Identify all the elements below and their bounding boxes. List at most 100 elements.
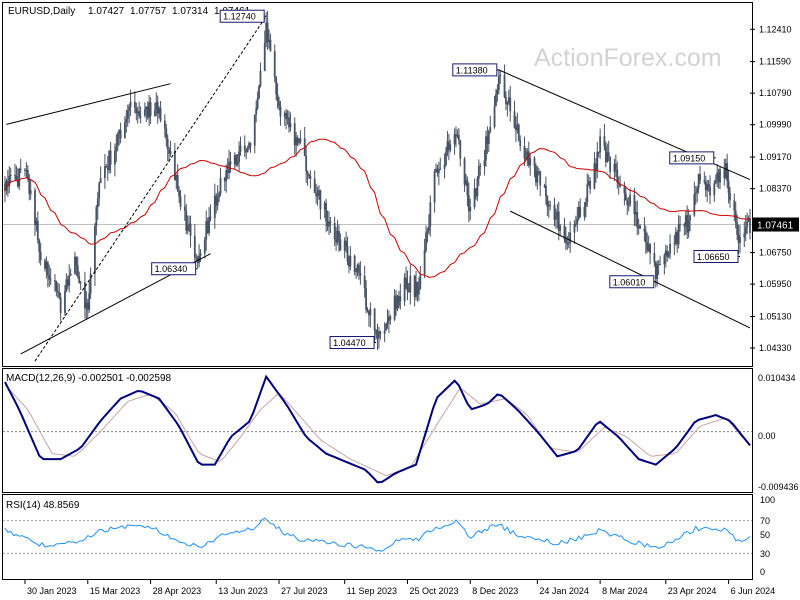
candle-body — [8, 175, 11, 187]
candle-body — [66, 279, 69, 286]
candle-body — [355, 271, 357, 273]
candle-body — [556, 211, 559, 217]
candle-body — [696, 188, 699, 193]
candle-body — [209, 216, 212, 219]
candle-body — [506, 102, 509, 105]
candle-body — [156, 101, 159, 114]
header-high: 1.07757 — [130, 6, 167, 17]
candle-body — [173, 151, 176, 181]
candle-body — [48, 275, 51, 280]
candle-body — [376, 334, 379, 339]
candle-body — [457, 134, 460, 141]
candle-body — [429, 202, 432, 227]
candle-body — [646, 242, 649, 251]
candle-body — [409, 275, 412, 293]
candle-body — [168, 149, 171, 154]
candle-body — [587, 180, 590, 185]
candle-body — [456, 134, 459, 137]
candle-body — [453, 134, 456, 145]
candle-body — [543, 185, 546, 187]
candle-body — [225, 170, 228, 182]
candle-body — [599, 136, 602, 153]
candle-body — [323, 203, 326, 210]
candle-body — [507, 97, 510, 103]
candle-body — [316, 192, 319, 197]
candle-body — [726, 163, 729, 181]
candle-body — [125, 118, 128, 123]
candle-body — [188, 223, 191, 226]
candle-body — [343, 240, 346, 251]
candle-body — [523, 146, 526, 159]
candles — [4, 10, 751, 350]
candle-body — [133, 101, 136, 108]
candle-body — [303, 138, 306, 156]
candle-body — [486, 136, 489, 144]
macd-line — [4, 374, 751, 484]
candle-body — [416, 281, 419, 295]
candle-body — [75, 256, 78, 266]
candle-body — [28, 179, 31, 195]
candle-body — [419, 274, 422, 289]
candle-body — [219, 177, 222, 194]
candle-body — [94, 226, 96, 274]
candle-body — [306, 171, 309, 175]
candle-body — [79, 282, 82, 284]
candle-body — [105, 166, 108, 168]
candle-body — [46, 262, 49, 276]
candle-body — [295, 137, 298, 146]
candle-body — [229, 161, 232, 165]
candle-body — [368, 310, 370, 316]
annotation-text: 1.06340 — [155, 264, 188, 274]
date-tick-label: 15 Mar 2023 — [90, 586, 141, 596]
candle-body — [375, 330, 377, 335]
candle-body — [273, 51, 276, 77]
price-tick-label: 1.10790 — [759, 88, 792, 98]
candle-body — [305, 155, 308, 172]
candle-body — [54, 280, 56, 282]
candle-body — [697, 173, 700, 189]
candle-body — [707, 184, 710, 187]
candle-body — [449, 144, 452, 151]
candle-body — [205, 221, 208, 240]
candle-body — [713, 183, 716, 196]
candle-body — [516, 124, 519, 131]
candle-body — [59, 297, 62, 314]
date-tick-label: 8 Dec 2023 — [472, 586, 518, 596]
candle-body — [398, 296, 400, 306]
candle-body — [288, 117, 290, 128]
annotation-box — [219, 9, 265, 23]
price-tick-label: 1.06750 — [759, 248, 792, 258]
candle-body — [426, 231, 429, 233]
candle-body — [278, 101, 280, 107]
candle-body — [129, 101, 132, 107]
candle-body — [503, 74, 506, 97]
candle-body — [268, 39, 270, 43]
candle-body — [346, 246, 349, 262]
candle-body — [537, 171, 540, 173]
candle-body — [373, 308, 376, 331]
candle-body — [545, 185, 547, 196]
candle-body — [336, 230, 339, 243]
candle-body — [586, 184, 589, 203]
candle-body — [517, 124, 520, 141]
macd-pane-border — [2, 368, 753, 493]
candle-body — [6, 181, 9, 187]
candle-body — [445, 151, 447, 165]
candle-body — [717, 172, 720, 183]
candle-body — [85, 302, 88, 309]
candle-body — [389, 316, 392, 320]
candle-body — [258, 85, 260, 99]
candle-body — [589, 180, 592, 189]
candle-body — [386, 321, 389, 324]
candle-body — [136, 111, 139, 114]
candle-body — [633, 194, 636, 215]
rsi-tick-0: 0 — [760, 567, 765, 577]
candle-body — [593, 163, 596, 189]
candle-body — [666, 250, 669, 257]
candle-body — [505, 96, 507, 105]
candle-body — [509, 97, 512, 112]
candle-body — [356, 264, 359, 272]
candle-body — [475, 188, 477, 197]
price-tick-label: 1.11590 — [759, 57, 791, 67]
candle-body — [485, 136, 487, 161]
